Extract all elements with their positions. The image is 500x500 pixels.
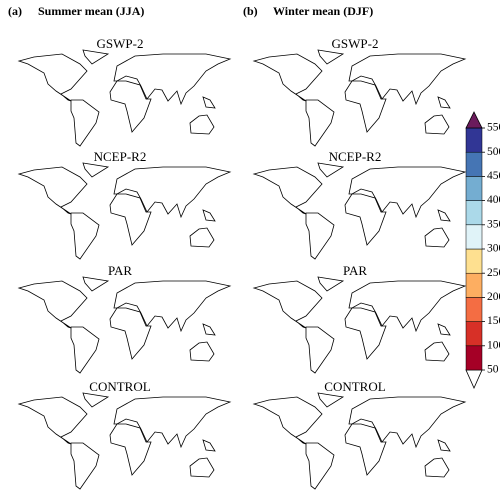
world-map	[10, 277, 230, 377]
map-title: NCEP-R2	[94, 149, 147, 164]
colorbar-band	[465, 151, 483, 177]
world-map	[245, 277, 465, 377]
colorbar-extension	[465, 111, 483, 129]
panel-title: Winter mean (DJF)	[273, 4, 373, 18]
colorbar-tick-label: 300	[487, 243, 500, 255]
colorbar-band	[465, 224, 483, 250]
map-title: PAR	[343, 263, 367, 278]
colorbar-tick-label: 100	[487, 339, 500, 351]
panel-letter: (b)	[243, 4, 258, 18]
map-title: GSWP-2	[97, 36, 144, 51]
world-map	[245, 50, 465, 150]
colorbar-band	[465, 345, 483, 371]
colorbar-tick-label: 200	[487, 291, 500, 303]
colorbar-tick-label: 250	[487, 267, 500, 279]
colorbar-band	[465, 200, 483, 226]
panel-title: Summer mean (JJA)	[38, 4, 144, 18]
colorbar-extension	[465, 369, 483, 389]
colorbar-band	[465, 248, 483, 274]
panel-letter: (a)	[8, 4, 22, 18]
map-title: PAR	[108, 263, 132, 278]
colorbar-tick-label: 150	[487, 315, 500, 327]
colorbar-band	[465, 272, 483, 298]
colorbar-band	[465, 297, 483, 322]
world-map	[10, 163, 230, 263]
world-map	[10, 393, 230, 493]
colorbar-tick-label: 450	[487, 170, 500, 182]
colorbar-band	[465, 321, 483, 347]
map-title: NCEP-R2	[329, 149, 382, 164]
map-title: CONTROL	[89, 379, 150, 394]
world-map	[245, 393, 465, 493]
colorbar-band	[465, 176, 483, 201]
colorbar-tick-label: 50	[487, 364, 499, 376]
world-map	[10, 50, 230, 150]
map-title: CONTROL	[324, 379, 385, 394]
colorbar-band	[465, 127, 483, 153]
colorbar-tick-label: 350	[487, 218, 500, 230]
map-title: GSWP-2	[332, 36, 379, 51]
colorbar-tick-label: 400	[487, 194, 500, 206]
colorbar-tick-label: 550	[487, 122, 500, 134]
world-map	[245, 163, 465, 263]
colorbar-tick-label: 500	[487, 146, 500, 158]
